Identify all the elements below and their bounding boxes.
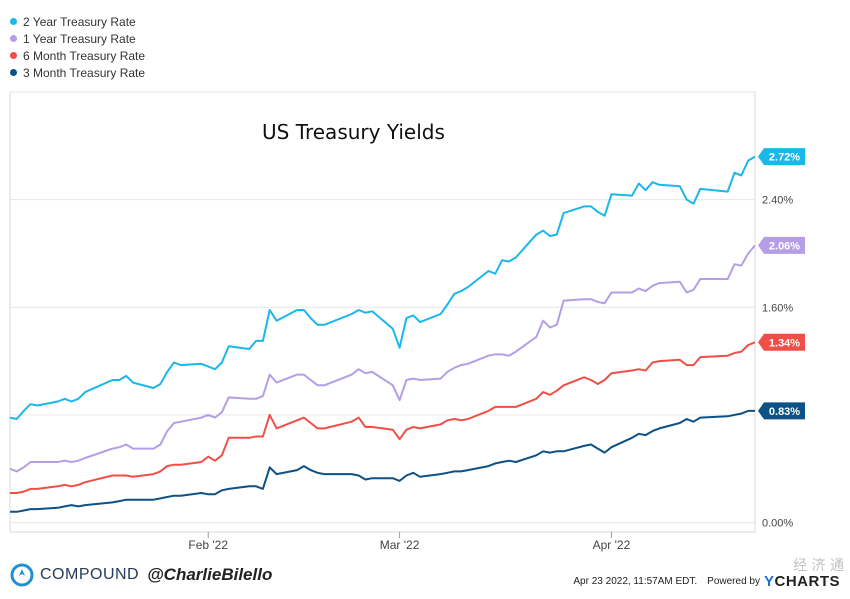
ycharts-logo-text: CHARTS xyxy=(774,573,840,590)
y-tick-label: 0.00% xyxy=(762,518,793,530)
footer-brand: COMPOUND @CharlieBilello xyxy=(10,562,272,588)
chart-timestamp: Apr 23 2022, 11:57AM EDT. xyxy=(573,576,698,587)
legend-dot-icon xyxy=(10,35,17,42)
legend-item[interactable]: 2 Year Treasury Rate xyxy=(10,13,145,30)
series-line xyxy=(10,409,755,513)
end-label-bg xyxy=(758,402,805,420)
compound-logo-icon xyxy=(10,563,34,587)
legend-item[interactable]: 1 Year Treasury Rate xyxy=(10,30,145,47)
end-label-text: 2.06% xyxy=(769,240,800,252)
legend-dot-icon xyxy=(10,52,17,59)
x-tick-label: Feb '22 xyxy=(188,538,228,552)
series-end-label: 0.83% xyxy=(758,402,805,420)
legend-label: 1 Year Treasury Rate xyxy=(23,31,136,46)
end-label-text: 2.72% xyxy=(769,152,800,164)
legend-dot-icon xyxy=(10,69,17,76)
end-label-bg xyxy=(758,333,805,351)
end-label-text: 1.34% xyxy=(769,337,800,349)
ycharts-logo-y: Y xyxy=(763,573,775,590)
powered-by-label: Powered by xyxy=(707,576,760,587)
end-label-text: 0.83% xyxy=(769,406,800,418)
series-end-label: 2.06% xyxy=(758,236,805,254)
series-end-label: 2.72% xyxy=(758,148,805,166)
plot-frame xyxy=(9,91,756,533)
series-line xyxy=(9,244,756,473)
legend-dot-icon xyxy=(10,18,17,25)
legend-label: 2 Year Treasury Rate xyxy=(23,14,136,29)
legend-item[interactable]: 6 Month Treasury Rate xyxy=(10,47,145,64)
y-tick-label: 2.40% xyxy=(762,195,793,207)
x-tick-label: Mar '22 xyxy=(380,538,420,552)
watermark: 经 济 通 xyxy=(793,558,844,574)
series-line xyxy=(9,155,756,420)
brand-name: COMPOUND xyxy=(40,566,140,583)
x-tick-label: Apr '22 xyxy=(593,538,631,552)
series-end-label: 1.34% xyxy=(758,333,805,351)
legend-item[interactable]: 3 Month Treasury Rate xyxy=(10,64,145,81)
series-line xyxy=(10,341,756,494)
legend-label: 3 Month Treasury Rate xyxy=(23,65,146,80)
end-label-bg xyxy=(758,148,805,166)
footer-source: Apr 23 2022, 11:57AM EDT. Powered by YCH… xyxy=(573,573,840,590)
ycharts-logo[interactable]: YCHARTS xyxy=(764,573,840,590)
author-handle: @CharlieBilello xyxy=(147,565,273,584)
legend-label: 6 Month Treasury Rate xyxy=(23,48,146,63)
y-tick-label: 1.60% xyxy=(762,302,793,314)
chart-legend: 2 Year Treasury Rate 1 Year Treasury Rate… xyxy=(10,13,145,81)
end-label-bg xyxy=(758,236,805,254)
chart-title: US Treasury Yields xyxy=(262,120,445,144)
